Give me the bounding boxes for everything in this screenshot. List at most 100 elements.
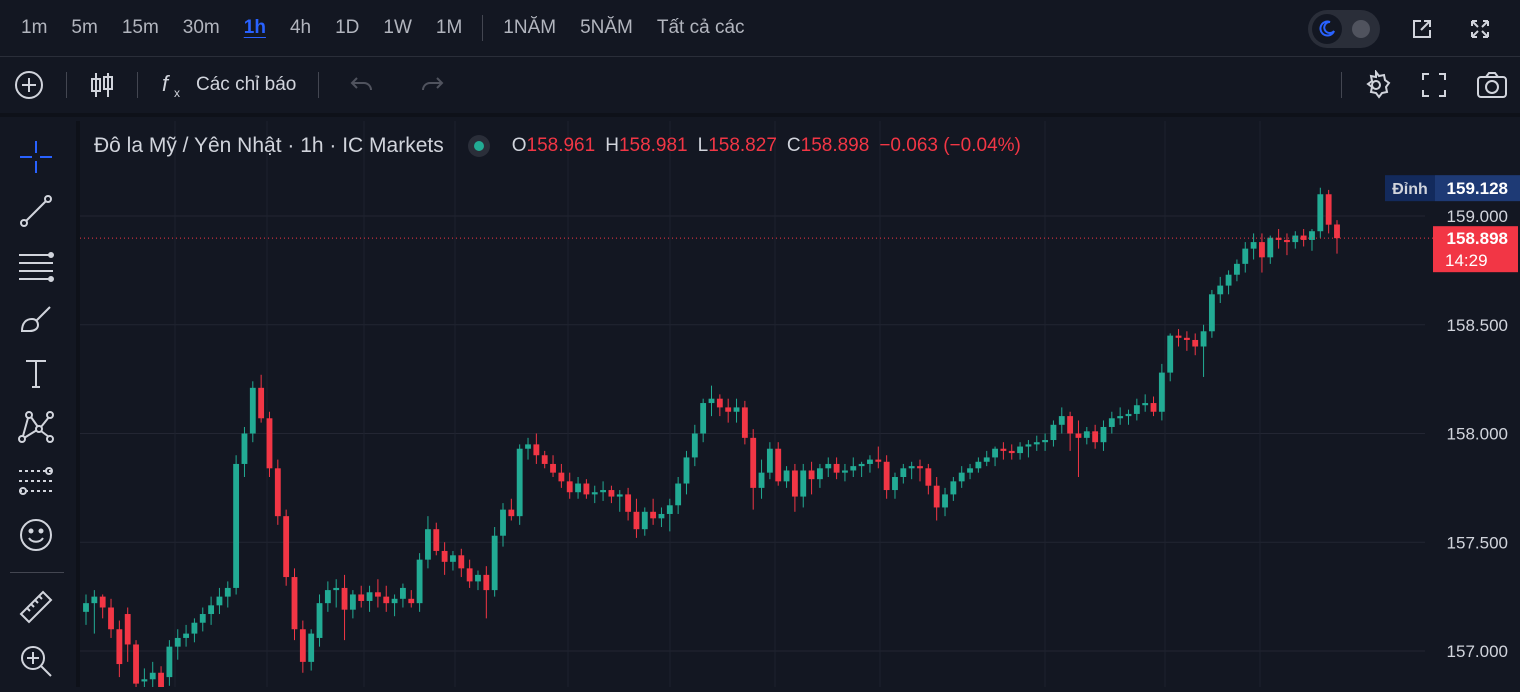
divider (482, 15, 484, 41)
add-symbol-button[interactable] (0, 70, 58, 100)
market-status-icon[interactable] (467, 135, 490, 157)
fib-lines-icon[interactable] (16, 245, 56, 285)
forecast-icon[interactable] (16, 461, 56, 501)
candle-body (942, 494, 948, 508)
range-list: 1NĂM 5NĂM Tất cả các (491, 17, 756, 39)
crosshair-icon[interactable] (16, 137, 56, 177)
fullscreen-icon[interactable] (1416, 67, 1452, 103)
candle-body (266, 418, 273, 469)
price-axis-label: 159.000 (1447, 207, 1508, 226)
candle-body (1017, 446, 1023, 454)
candle-body (558, 472, 565, 482)
undo-button[interactable] (335, 75, 389, 95)
candle-body (141, 679, 148, 682)
emoji-icon[interactable] (16, 515, 56, 555)
candle-body (433, 529, 440, 551)
candle-body (174, 637, 181, 647)
timeframe-15m[interactable]: 15m (121, 17, 159, 38)
trend-line-icon[interactable] (16, 191, 56, 231)
timeframe-1h[interactable]: 1h (243, 17, 266, 38)
ruler-icon[interactable] (16, 587, 56, 627)
symbol-title[interactable]: Đô la Mỹ / Yên Nhật · 1h · IC Markets (94, 134, 444, 157)
candle-body (900, 468, 907, 477)
candle-body (1183, 337, 1190, 340)
sun-icon (1352, 19, 1370, 38)
camera-icon[interactable] (1474, 67, 1510, 103)
candle-body (408, 598, 415, 604)
range-button-2[interactable]: Tất cả các (656, 17, 745, 38)
candle-body (149, 672, 156, 680)
pattern-icon[interactable] (16, 407, 56, 447)
timeframe-1w[interactable]: 1W (383, 17, 412, 38)
candle-body (1100, 426, 1107, 443)
range-button-0[interactable]: 1NĂM (503, 17, 557, 38)
candle-body (400, 587, 406, 599)
text-icon[interactable] (16, 353, 56, 393)
candle-body (1325, 194, 1332, 225)
timeframe-1d[interactable]: 1D (335, 17, 360, 38)
last-price-tag (1433, 226, 1518, 273)
candle-body (967, 468, 973, 473)
redo-button[interactable] (405, 75, 459, 95)
candle-body (1083, 431, 1090, 438)
price-axis-label: 157.500 (1447, 533, 1508, 552)
candle-body (383, 596, 390, 604)
candle-body (425, 529, 431, 560)
candle-body (466, 568, 473, 582)
candle-body (124, 614, 131, 645)
candle-body (1284, 239, 1290, 243)
candle-body (783, 470, 790, 482)
candle-body (475, 574, 481, 582)
candle-body (775, 448, 782, 482)
timeframe-30m[interactable]: 30m (182, 17, 220, 38)
candle-body (741, 407, 748, 438)
candle-body (1175, 335, 1182, 338)
candle-body (808, 470, 815, 480)
candle-body (1075, 433, 1082, 438)
chart-pane[interactable]: 159.000 158.500 158.000 157.500 157.000 Đỉnh 1… (80, 121, 1520, 692)
candle-body (1200, 331, 1207, 347)
candle-body (416, 559, 423, 604)
theme-toggle[interactable] (1308, 9, 1380, 48)
brush-icon[interactable] (16, 299, 56, 339)
candle-body (1000, 448, 1007, 451)
candle-body (875, 459, 882, 462)
candle-body (1058, 416, 1065, 425)
candle-body (867, 459, 873, 464)
candle-body (374, 592, 381, 597)
candle-body (1267, 237, 1274, 258)
timeframe-4h[interactable]: 4h (289, 17, 312, 38)
high-value-label: 159.128 (1447, 179, 1508, 198)
candle-body (716, 398, 723, 408)
candle-body (183, 633, 189, 638)
candle-body (1225, 274, 1232, 286)
candle-body (274, 468, 281, 517)
candle-body (1300, 235, 1307, 240)
candle-body (883, 461, 890, 491)
settings-icon[interactable] (1358, 67, 1394, 103)
candle-body (366, 592, 373, 601)
price-change: −0.063 (−0.04%) (879, 135, 1021, 156)
candle-body (650, 511, 657, 519)
candle-body (917, 466, 923, 469)
candle-body (166, 646, 173, 678)
candle-body (950, 481, 957, 495)
popout-icon[interactable] (1404, 11, 1440, 47)
chart-type-button[interactable] (75, 70, 129, 100)
divider (66, 72, 67, 98)
price-chart[interactable]: 159.000 158.500 158.000 157.500 157.000 Đỉnh 1… (80, 121, 1520, 692)
zoom-in-icon[interactable] (16, 641, 56, 681)
candle-body (533, 444, 540, 456)
candle-body (283, 516, 290, 578)
timeframe-1m[interactable]: 1M (435, 17, 463, 38)
candle-body (700, 403, 707, 434)
timeframe-1m[interactable]: 1m (21, 17, 48, 38)
timeframe-5m[interactable]: 5m (71, 17, 98, 38)
candle-body (925, 468, 932, 486)
candle-body (633, 511, 640, 530)
range-button-1[interactable]: 5NĂM (580, 17, 633, 38)
candle-body (683, 457, 690, 484)
candle-body (1334, 224, 1340, 239)
fullscreen-toggle-icon[interactable] (1462, 11, 1498, 47)
